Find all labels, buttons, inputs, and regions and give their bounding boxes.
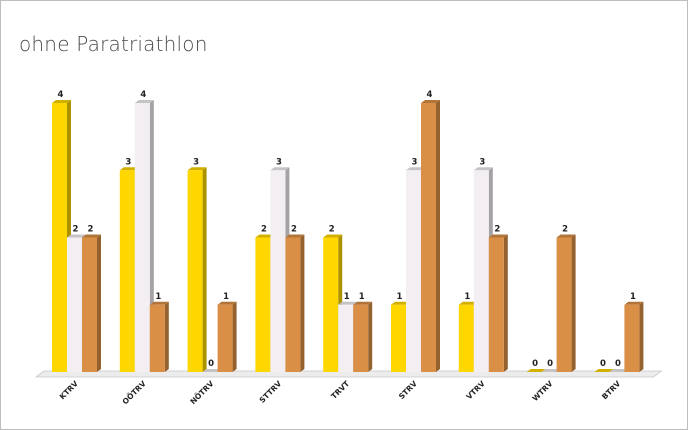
x-tick-strv: STRV xyxy=(397,379,419,401)
x-tick-nötrv: NÖTRV xyxy=(188,379,215,406)
bar-nötrv-series-2 xyxy=(202,369,222,372)
bar-btrv-series-3 xyxy=(624,301,644,372)
data-label-vtrv-series-2: 3 xyxy=(479,157,485,167)
bar-trvt-series-3 xyxy=(353,301,373,372)
bar-nötrv-series-1 xyxy=(187,167,207,372)
bar-btrv-series-2 xyxy=(609,369,629,372)
bar-ktrv-series-3 xyxy=(82,234,101,372)
chart-title: ohne Paratriathlon xyxy=(19,32,208,56)
data-label-wtrv-series-3: 2 xyxy=(562,225,568,235)
bar-wtrv-series-1 xyxy=(526,369,546,372)
bar-vtrv-series-3 xyxy=(488,234,508,372)
data-label-trvt-series-3: 1 xyxy=(359,292,365,302)
data-label-ktrv-series-3: 2 xyxy=(88,225,94,235)
x-tick-btrv: BTRV xyxy=(600,379,622,401)
x-tick-ktrv: KTRV xyxy=(58,379,80,401)
data-label-wtrv-series-1: 0 xyxy=(532,359,538,369)
bar-oötrv-series-3 xyxy=(149,301,169,372)
data-label-sttrv-series-1: 2 xyxy=(261,225,267,235)
data-label-oötrv-series-3: 1 xyxy=(155,292,161,302)
bar-strv-series-3 xyxy=(421,100,440,372)
bar-nötrv-series-3 xyxy=(217,301,237,372)
data-label-nötrv-series-1: 3 xyxy=(193,157,199,167)
bar-wtrv-series-3 xyxy=(556,234,576,372)
data-label-btrv-series-1: 0 xyxy=(600,359,606,369)
data-label-vtrv-series-3: 2 xyxy=(494,225,500,235)
x-tick-sttrv: STTRV xyxy=(258,379,284,405)
data-label-nötrv-series-3: 1 xyxy=(223,292,229,302)
chart-floor xyxy=(34,370,663,378)
data-label-sttrv-series-3: 2 xyxy=(291,225,297,235)
data-label-strv-series-3: 4 xyxy=(427,90,433,100)
data-label-ktrv-series-1: 4 xyxy=(58,90,64,100)
data-label-vtrv-series-1: 1 xyxy=(464,292,470,302)
data-label-trvt-series-2: 1 xyxy=(344,292,350,302)
bar-wtrv-series-2 xyxy=(541,369,561,372)
data-label-strv-series-2: 3 xyxy=(412,157,418,167)
data-label-trvt-series-1: 2 xyxy=(329,225,335,235)
x-tick-vtrv: VTRV xyxy=(464,379,486,401)
data-label-sttrv-series-2: 3 xyxy=(276,157,282,167)
x-tick-wtrv: WTRV xyxy=(530,379,554,403)
data-label-nötrv-series-2: 0 xyxy=(208,359,214,369)
data-label-strv-series-1: 1 xyxy=(397,292,403,302)
data-label-oötrv-series-1: 3 xyxy=(125,157,131,167)
data-label-btrv-series-3: 1 xyxy=(630,292,636,302)
bar-sttrv-series-3 xyxy=(285,234,305,372)
data-label-wtrv-series-2: 0 xyxy=(547,359,553,369)
x-tick-trvt: TRVT xyxy=(329,378,351,400)
data-label-btrv-series-2: 0 xyxy=(615,359,621,369)
data-label-oötrv-series-2: 4 xyxy=(140,90,146,100)
data-label-ktrv-series-2: 2 xyxy=(73,225,79,235)
x-tick-oötrv: OÖTRV xyxy=(121,379,148,406)
bar-btrv-series-1 xyxy=(594,369,614,372)
